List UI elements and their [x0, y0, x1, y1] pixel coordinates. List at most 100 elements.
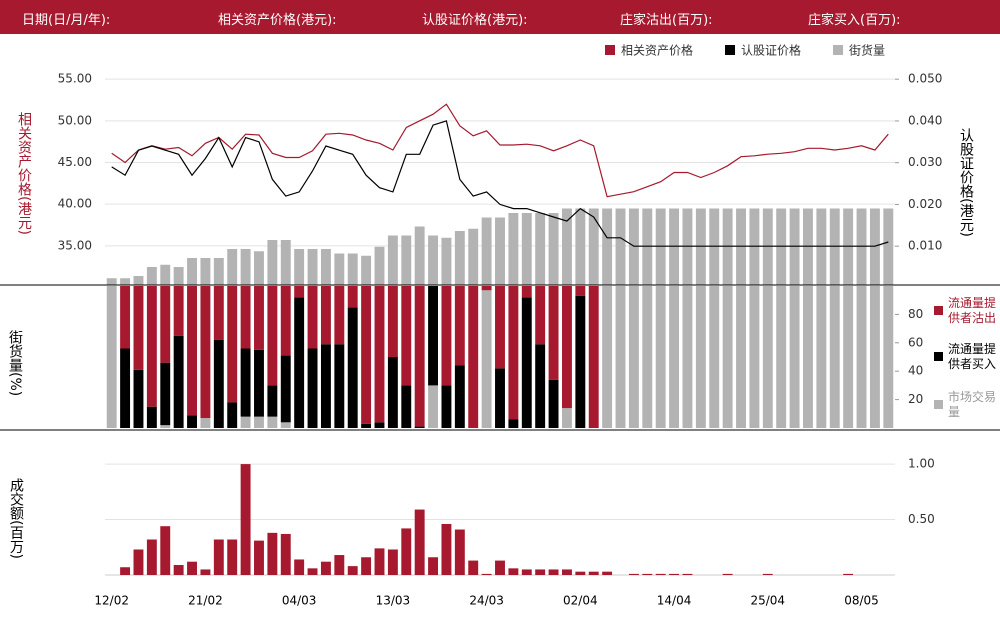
stack-segment [133, 369, 144, 428]
volume-bar [521, 569, 532, 575]
volume-bar [267, 532, 278, 575]
street-bar [227, 249, 238, 285]
stack-segment [561, 286, 572, 409]
stack-segment [454, 365, 465, 428]
stack-segment [200, 286, 211, 419]
stack-segment [361, 286, 372, 424]
volume-bar [334, 555, 345, 575]
stack-segment [829, 286, 840, 428]
stack-segment [749, 286, 760, 428]
street-bar [187, 258, 197, 285]
legend-label: 街货量 [849, 43, 885, 58]
stack-segment [187, 286, 197, 416]
y2-tick-label: 0.040 [908, 113, 942, 127]
y-tick-label: 50.00 [58, 113, 92, 127]
header-field: 认股证价格(港元): [422, 13, 528, 28]
volume-bar [535, 569, 546, 575]
volume-bar [762, 573, 773, 575]
stack-segment [481, 286, 492, 291]
volume-bar [280, 533, 291, 575]
volume-bar [642, 573, 653, 575]
stack-segment [508, 286, 519, 420]
y2-tick-label: 0.030 [908, 155, 942, 169]
legend-label: 流通量提供者买入 [948, 342, 997, 371]
y2-tick-label: 0.020 [908, 197, 942, 211]
street-bar [240, 249, 251, 285]
stack-segment [548, 286, 559, 380]
volume-bar [602, 571, 613, 575]
legend-swatch [605, 45, 615, 55]
stack-segment [227, 402, 238, 428]
volume-bar [628, 573, 639, 575]
volume-bar [468, 560, 479, 575]
stack-segment [856, 286, 867, 428]
price-line [111, 120, 889, 247]
stack-segment [240, 348, 251, 417]
stack-segment [602, 286, 613, 428]
street-bar [602, 208, 613, 285]
stack-segment [869, 286, 880, 428]
street-bar [146, 267, 157, 285]
stack-segment [294, 286, 305, 298]
volume-bar [200, 569, 211, 575]
volume-bar [361, 557, 372, 575]
street-bar [401, 235, 412, 285]
volume-bar [173, 565, 184, 575]
volume-bar [120, 567, 131, 575]
stack-segment [120, 348, 131, 428]
stack-segment [160, 362, 171, 426]
street-bar [320, 249, 331, 285]
legend-label: 认股证价格 [741, 43, 801, 58]
stack-segment [320, 286, 331, 345]
street-bar [160, 264, 171, 285]
legend-label: 相关资产价格 [621, 43, 693, 58]
street-bar [588, 208, 599, 285]
street-bar [361, 255, 372, 285]
volume-bar [133, 549, 144, 575]
street-bar [374, 246, 385, 285]
x-tick-label: 25/04 [750, 594, 785, 608]
volume-bar [682, 573, 693, 575]
stack-segment [428, 286, 439, 386]
street-bar [561, 208, 572, 285]
stack-segment [200, 418, 211, 428]
street-bar [120, 278, 131, 285]
volume-bar [454, 529, 465, 575]
street-bar [428, 235, 439, 285]
price-line [111, 103, 889, 198]
stack-segment [133, 286, 144, 370]
stack-segment [280, 422, 291, 428]
x-tick-label: 04/03 [282, 594, 317, 608]
stack-segment [736, 286, 746, 428]
street-bar [495, 217, 505, 285]
stack-segment [401, 385, 412, 428]
volume-bar [401, 528, 412, 575]
volume-bar [575, 571, 586, 575]
stack-segment [816, 286, 827, 428]
street-bar [133, 276, 144, 285]
legend-swatch [934, 352, 943, 361]
stack-segment [495, 286, 505, 369]
stack-segment [454, 286, 465, 366]
y-tick-label: 20 [908, 392, 923, 406]
y-tick-label: 60 [908, 335, 923, 349]
street-bar [468, 228, 479, 285]
street-bar [454, 231, 465, 285]
stack-segment [240, 286, 251, 349]
stack-segment [682, 286, 693, 428]
volume-bar [428, 557, 439, 575]
stack-segment [347, 286, 358, 308]
y-axis-title: 成交额(百万) [8, 478, 24, 559]
stack-segment [320, 344, 331, 428]
stack-segment [642, 286, 653, 428]
legend-label: 市场交易量 [948, 390, 997, 419]
x-tick-label: 14/04 [657, 594, 692, 608]
volume-bar [227, 539, 238, 575]
stack-segment [160, 286, 171, 363]
street-bar [508, 213, 519, 285]
stack-segment [173, 286, 184, 336]
stack-segment [414, 286, 425, 427]
street-bar [481, 217, 492, 285]
